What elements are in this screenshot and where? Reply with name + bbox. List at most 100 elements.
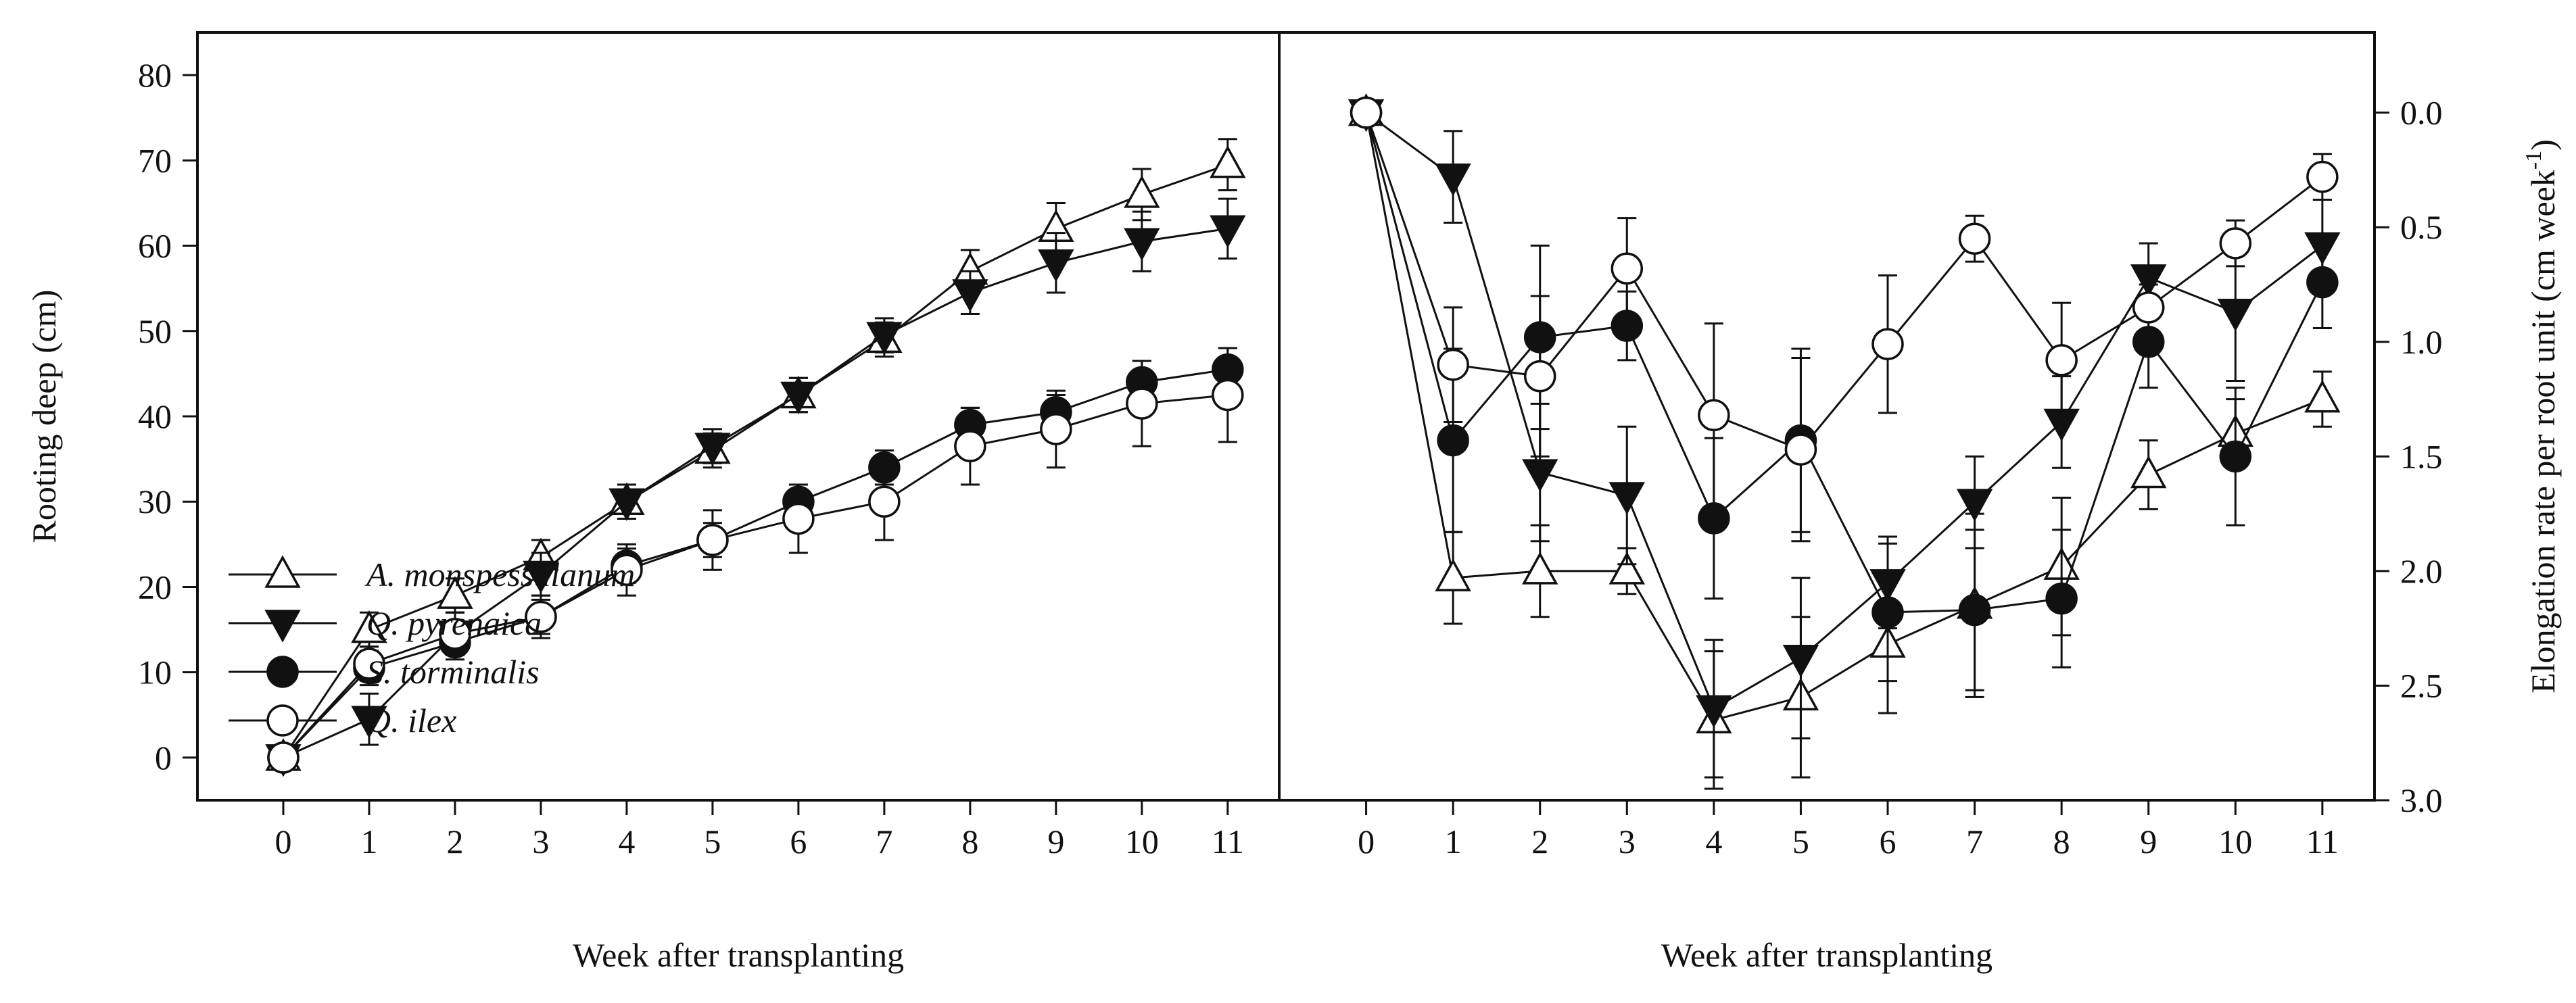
left-x-axis: 0 1 2 3 4 5 6 7 8 9 10 11 [275, 800, 1244, 860]
data-point [1608, 482, 1646, 515]
x-tick-label: 8 [961, 823, 978, 860]
legend-marker [266, 704, 299, 737]
data-point [1956, 489, 1993, 522]
data-point [353, 647, 385, 680]
legend-entry: Q. ilex [229, 702, 456, 739]
x-tick-label: 10 [1125, 823, 1159, 860]
data-point [439, 618, 471, 650]
x-tick-label: 8 [2053, 823, 2070, 860]
right-y-axis-label-main: Elongation rate per root unit (cm week [2524, 170, 2562, 693]
data-point [1437, 348, 1469, 381]
data-point [437, 576, 473, 609]
x-tick-label: 7 [876, 823, 892, 860]
data-point [952, 279, 988, 312]
x-tick-label: 3 [532, 823, 549, 860]
right-series-group [1347, 93, 2341, 790]
data-point [611, 554, 643, 586]
data-point [1521, 552, 1558, 585]
legend: A. monspessulanum Q. pyrenaica S. torminal… [229, 555, 635, 739]
data-point [1698, 502, 1730, 535]
y-tick-label: 2.0 [2400, 552, 2443, 590]
y-tick-label: 2.5 [2400, 666, 2443, 704]
right-panel: 0.0 0.5 1.0 1.5 2.0 2.5 3.0 0 1 2 3 4 5 6 7 8 9 10 11 Wee… [1278, 31, 2562, 974]
series-3 [1350, 96, 2339, 543]
data-point [1782, 645, 1819, 678]
right-plot-frame [1278, 31, 2376, 802]
data-point [2130, 264, 2167, 297]
data-point [2306, 266, 2339, 299]
x-tick-label: 2 [446, 823, 463, 860]
legend-entry: A. monspessulanum [229, 555, 635, 593]
data-point [2217, 298, 2254, 332]
left-y-axis: 0 10 20 30 40 50 60 70 80 [138, 56, 197, 777]
data-point [1435, 558, 1471, 591]
data-point [1958, 593, 1991, 627]
x-tick-label: 9 [2140, 823, 2157, 860]
data-point [1871, 328, 1904, 360]
data-point [1784, 433, 1817, 466]
data-point [954, 430, 986, 462]
data-point [2304, 379, 2341, 413]
legend-label: S. torminalis [366, 653, 540, 691]
data-point [1521, 459, 1558, 492]
legend-entry: Q. pyrenaica [229, 604, 542, 643]
legend-label: Q. pyrenaica [366, 604, 542, 642]
data-point [2130, 455, 2167, 489]
right-y-axis: 0.0 0.5 1.0 1.5 2.0 2.5 3.0 [2375, 94, 2443, 819]
left-panel: 0 10 20 30 40 50 60 70 80 0 1 2 3 4 5 6 7 8 9 10 11 A. mons… [25, 31, 1281, 974]
x-tick-label: 4 [1705, 823, 1722, 860]
x-tick-label: 10 [2218, 823, 2252, 860]
y-tick-label: 80 [138, 56, 172, 94]
x-tick-label: 0 [1358, 823, 1375, 860]
data-point [525, 600, 557, 633]
data-point [1871, 596, 1904, 629]
y-tick-label: 1.0 [2400, 323, 2443, 361]
data-point [609, 488, 645, 521]
x-tick-label: 6 [790, 823, 807, 860]
data-point [782, 502, 815, 535]
x-tick-label: 11 [2306, 823, 2339, 860]
series-line [1365, 112, 2323, 722]
x-tick-label: 0 [275, 823, 291, 860]
x-tick-label: 9 [1047, 823, 1064, 860]
legend-label: Q. ilex [366, 702, 456, 739]
data-point [866, 322, 903, 355]
data-point [2045, 582, 2078, 615]
data-point [1040, 413, 1072, 445]
series-line [1365, 112, 2324, 614]
data-point [1958, 222, 1991, 255]
data-point [1210, 145, 1246, 178]
data-point [1038, 249, 1074, 283]
data-point [1698, 399, 1730, 432]
left-y-axis-label: Rooting deep (cm) [25, 290, 63, 543]
data-point [1210, 215, 1246, 248]
x-tick-label: 11 [1212, 823, 1244, 860]
data-point [1523, 360, 1556, 393]
data-point [2132, 291, 2165, 324]
left-x-axis-label: Week after transplanting [573, 936, 904, 974]
legend-label: A. monspessulanum [364, 556, 635, 593]
y-tick-label: 40 [138, 397, 172, 435]
y-tick-label: 30 [138, 483, 172, 520]
data-point [351, 610, 387, 643]
y-tick-label: 3.0 [2400, 781, 2443, 819]
series-line [282, 164, 1229, 758]
data-point [1611, 252, 1644, 285]
series-3 [267, 347, 1244, 774]
y-tick-label: 50 [138, 312, 172, 350]
data-point [1124, 175, 1160, 208]
y-tick-label: 0.0 [2400, 94, 2443, 132]
data-point [2219, 440, 2252, 473]
y-tick-label: 0 [155, 739, 172, 777]
data-point [1350, 96, 1383, 129]
data-point [1696, 695, 1732, 728]
data-point [868, 485, 901, 518]
y-tick-label: 1.5 [2400, 437, 2443, 475]
x-tick-label: 1 [360, 823, 377, 860]
legend-entry: S. torminalis [229, 653, 540, 691]
data-point [267, 741, 300, 774]
y-tick-label: 20 [138, 568, 172, 606]
y-tick-label: 70 [138, 141, 172, 179]
right-y-axis-label-superscript: -1 [2521, 151, 2546, 170]
